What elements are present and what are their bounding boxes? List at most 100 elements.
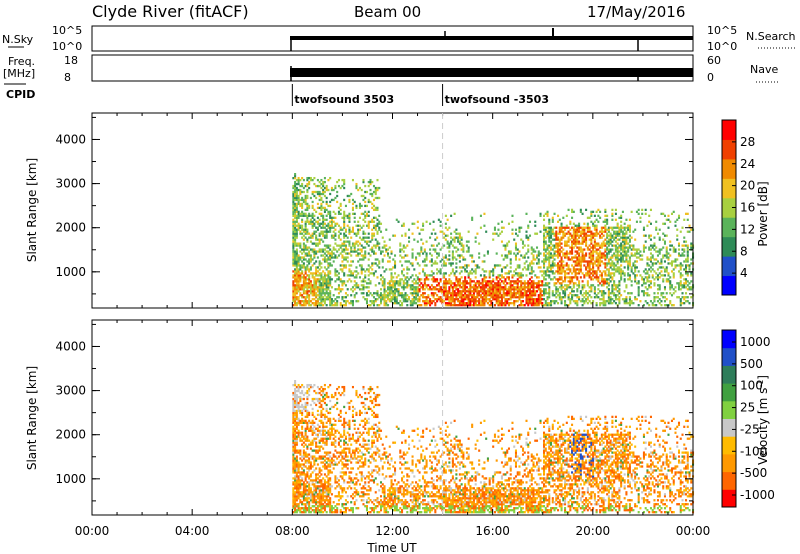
radar-cell — [297, 395, 300, 399]
radar-cell — [663, 234, 667, 237]
radar-cell — [607, 238, 610, 241]
radar-cell — [364, 250, 367, 253]
radar-cell — [367, 226, 370, 229]
radar-cell — [301, 495, 304, 498]
radar-cell — [401, 294, 404, 297]
radar-cell — [511, 220, 514, 223]
radar-cell — [586, 222, 589, 225]
radar-cell — [334, 280, 337, 283]
radar-cell — [308, 475, 311, 478]
radar-cell — [623, 266, 626, 269]
radar-cell — [548, 240, 551, 243]
radar-cell — [527, 284, 530, 287]
radar-cell — [609, 276, 612, 279]
radar-cell — [322, 278, 325, 281]
radar-cell — [374, 190, 377, 194]
radar-cell — [304, 455, 307, 458]
radar-cell — [316, 288, 319, 291]
radar-cell — [518, 286, 521, 289]
radar-cell — [381, 266, 384, 269]
radar-cell — [541, 274, 544, 277]
radar-cell — [327, 250, 330, 253]
radar-cell — [590, 210, 593, 214]
radar-cell — [553, 272, 556, 275]
radar-cell — [509, 266, 512, 269]
radar-cell — [581, 256, 584, 259]
radar-cell — [413, 300, 416, 303]
radar-cell — [611, 298, 614, 301]
radar-cell — [306, 292, 309, 295]
radar-cell — [297, 196, 300, 200]
radar-cell — [304, 435, 307, 438]
radar-cell — [602, 294, 605, 297]
radar-cell — [476, 292, 479, 295]
radar-cell — [295, 214, 298, 217]
radar-cell — [537, 302, 540, 305]
radar-cell — [294, 224, 297, 227]
radar-cell — [351, 206, 354, 210]
radar-cell — [311, 226, 314, 229]
radar-cell — [458, 302, 461, 305]
radar-cell — [564, 278, 567, 281]
radar-cell — [302, 487, 305, 490]
radar-cell — [593, 276, 596, 279]
radar-cell — [295, 254, 298, 257]
radar-cell — [658, 286, 661, 289]
radar-cell — [474, 272, 477, 275]
radar-cell — [572, 286, 575, 289]
radar-cell — [339, 212, 342, 215]
radar-cell — [616, 230, 619, 233]
radar-cell — [490, 292, 493, 295]
radar-cell — [686, 250, 689, 253]
radar-cell — [609, 242, 612, 245]
radar-cell — [353, 296, 356, 299]
radar-cell — [406, 304, 409, 307]
radar-cell — [316, 286, 319, 289]
radar-cell — [292, 186, 295, 190]
radar-cell — [623, 250, 626, 253]
radar-cell — [348, 212, 351, 215]
radar-cell — [320, 186, 323, 190]
radar-cell — [569, 250, 572, 253]
radar-cell — [460, 294, 463, 297]
radar-cell — [448, 242, 451, 245]
radar-cell — [677, 252, 681, 255]
radar-cell — [634, 298, 637, 301]
radar-cell — [621, 240, 624, 243]
radar-cell — [311, 200, 314, 204]
radar-cell — [302, 190, 305, 194]
radar-cell — [367, 258, 370, 261]
radar-cell — [592, 254, 595, 257]
radar-cell — [299, 509, 302, 512]
radar-cell — [330, 236, 333, 239]
radar-cell — [465, 280, 468, 283]
radar-cell — [444, 286, 447, 289]
radar-cell — [355, 292, 358, 295]
radar-cell — [441, 290, 444, 293]
cpid-segment-label: twofsound 3503 — [294, 93, 394, 106]
radar-cell — [613, 300, 616, 303]
radar-cell — [534, 220, 537, 223]
radar-cell — [530, 272, 533, 275]
radar-cell — [292, 260, 295, 263]
radar-cell — [576, 256, 579, 259]
radar-cell — [381, 282, 384, 285]
radar-cell — [316, 178, 319, 182]
radar-cell — [642, 234, 645, 237]
radar-cell — [635, 252, 638, 255]
radar-cell — [353, 216, 356, 219]
radar-cell — [513, 252, 516, 255]
radar-cell — [627, 246, 630, 249]
radar-cell — [295, 188, 298, 192]
radar-cell — [360, 226, 363, 229]
radar-cell — [427, 300, 430, 303]
radar-cell — [350, 248, 353, 251]
radar-cell — [325, 246, 328, 249]
radar-cell — [362, 280, 365, 283]
radar-cell — [669, 284, 672, 287]
radar-cell — [525, 236, 528, 239]
radar-cell — [320, 212, 323, 215]
radar-cell — [588, 270, 591, 273]
power-ylabel: Slant Range [km] — [25, 158, 39, 262]
radar-cell — [318, 280, 321, 283]
